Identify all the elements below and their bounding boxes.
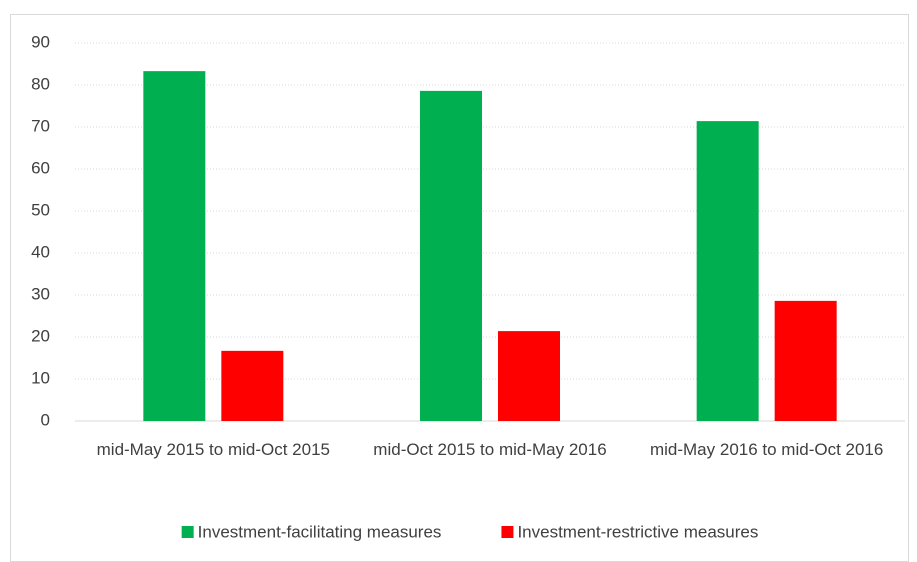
y-tick-label: 0 xyxy=(41,410,50,429)
y-tick-label: 10 xyxy=(31,368,50,387)
legend-swatch xyxy=(181,526,194,538)
y-tick-label: 80 xyxy=(31,74,50,93)
bar xyxy=(420,90,482,421)
y-tick-label: 60 xyxy=(31,158,50,177)
y-tick-label: 90 xyxy=(31,32,50,51)
x-tick-label: mid-May 2016 to mid-Oct 2016 xyxy=(650,440,883,459)
bar xyxy=(696,121,759,422)
bar xyxy=(774,300,837,421)
x-tick-label: mid-Oct 2015 to mid-May 2016 xyxy=(373,440,606,459)
y-tick-label: 50 xyxy=(31,200,50,219)
y-tick-label: 40 xyxy=(31,242,50,261)
legend-swatch xyxy=(501,526,514,538)
legend-label: Investment-facilitating measures xyxy=(198,522,442,541)
bar xyxy=(498,331,560,421)
bar xyxy=(143,71,206,421)
y-tick-label: 70 xyxy=(31,116,50,135)
bar xyxy=(221,350,284,421)
y-tick-label: 20 xyxy=(31,326,50,345)
x-tick-label: mid-May 2015 to mid-Oct 2015 xyxy=(97,440,330,459)
legend-label: Investment-restrictive measures xyxy=(517,522,758,541)
y-tick-label: 30 xyxy=(31,284,50,303)
